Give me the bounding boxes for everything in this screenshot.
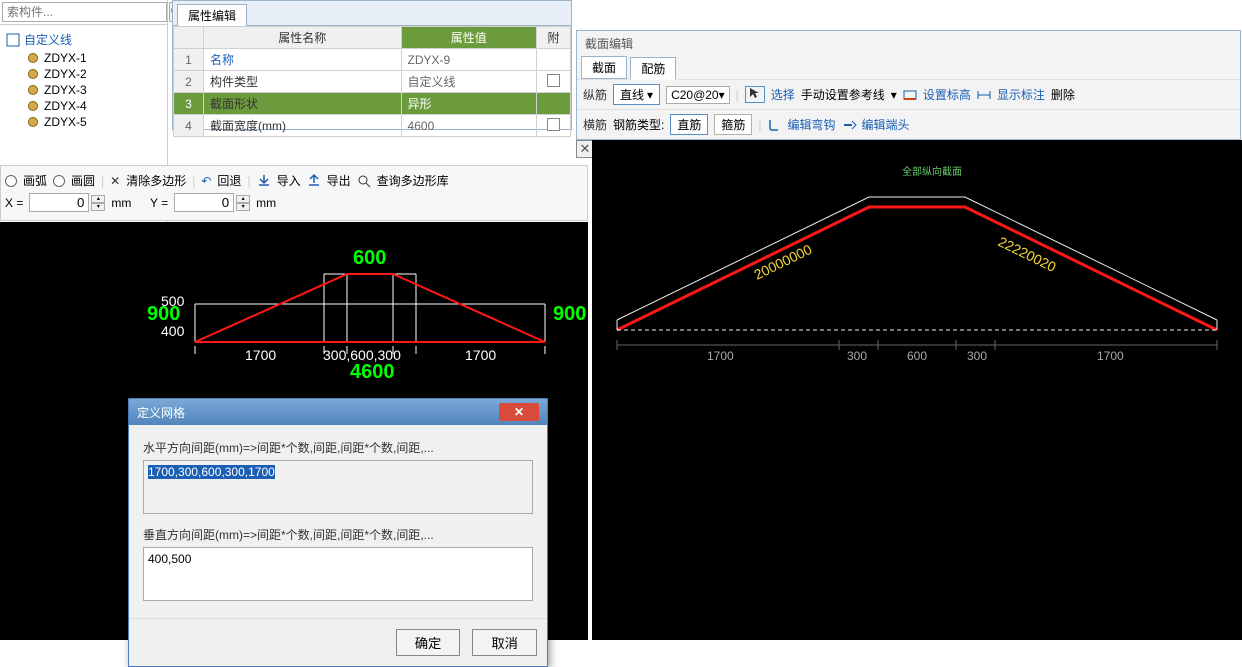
ok-button[interactable]: 确定 [396,629,461,656]
svg-text:400: 400 [161,323,185,339]
section-editor-panel: 截面编辑 截面 配筋 纵筋 直线 ▾ C20@20 ▾ | 选择 手动设置参考线… [576,30,1241,140]
search-input[interactable] [2,2,167,22]
export-button[interactable]: 导出 [327,172,351,189]
svg-text:1700: 1700 [1097,349,1124,363]
svg-text:20000000: 20000000 [751,241,814,283]
svg-text:500: 500 [161,293,185,309]
y-down[interactable]: ▾ [236,203,250,211]
property-row[interactable]: 3截面形状异形 [174,93,571,115]
horizontal-spacing-input[interactable]: 1700,300,600,300,1700 [143,460,533,514]
vertical-spacing-input[interactable] [143,547,533,601]
select-button[interactable]: 选择 [771,86,795,103]
tree-item[interactable]: ZDYX-5 [0,114,167,130]
x-up[interactable]: ▴ [91,195,105,203]
pointer-icon [745,86,765,103]
svg-text:1700: 1700 [245,347,276,363]
section-editor-title: 截面编辑 [577,31,1240,56]
tree-node-icon [28,101,38,111]
y-input[interactable] [174,193,234,212]
search-box [0,0,167,25]
line-type-button[interactable]: 直线 ▾ [613,84,660,105]
tree-node-icon [28,117,38,127]
edit-hook-button[interactable]: 编辑弯钩 [788,116,836,133]
tree-item-label: ZDYX-2 [44,67,87,81]
tree-item-label: ZDYX-4 [44,99,87,113]
tree-item-label: ZDYX-1 [44,51,87,65]
property-tab[interactable]: 属性编辑 [177,4,247,26]
svg-text:600: 600 [907,349,927,363]
property-row[interactable]: 2构件类型自定义线 [174,71,571,93]
tree-item-label: ZDYX-3 [44,83,87,97]
long-rebar-label: 纵筋 [583,86,607,103]
arc-radio[interactable] [5,175,17,187]
circle-radio[interactable] [53,175,65,187]
svg-text:22220020: 22220020 [996,233,1059,275]
x-input[interactable] [29,193,89,212]
query-icon [357,174,371,188]
undo-button[interactable]: 回退 [217,172,241,189]
property-row[interactable]: 1名称ZDYX-9 [174,49,571,71]
tree-item[interactable]: ZDYX-3 [0,82,167,98]
tree-node-icon [28,69,38,79]
tree-node-icon [28,53,38,63]
svg-text:1700: 1700 [707,349,734,363]
tab-section[interactable]: 截面 [581,56,627,79]
y-up[interactable]: ▴ [236,195,250,203]
edit-end-button[interactable]: 编辑端头 [862,116,910,133]
tree-item[interactable]: ZDYX-1 [0,50,167,66]
dim-icon [977,88,991,102]
tree-item-label: ZDYX-5 [44,115,87,129]
stirrup-button[interactable]: 箍筋 [714,114,752,135]
define-grid-dialog: 定义网格 ✕ 水平方向间距(mm)=>间距*个数,间距,间距*个数,间距,...… [128,398,548,667]
longitudinal-toolbar: 纵筋 直线 ▾ C20@20 ▾ | 选择 手动设置参考线▾ 设置标高 显示标注… [577,79,1240,109]
property-panel: 属性编辑 属性名称 属性值 附 1名称ZDYX-92构件类型自定义线3截面形状异… [172,0,572,130]
tree-root-custom-line[interactable]: 自定义线 [0,29,167,50]
straight-rebar-button[interactable]: 直筋 [670,114,708,135]
import-icon [257,174,271,188]
polyline-icon [6,33,20,47]
grade-dropdown[interactable]: C20@20 ▾ [666,86,730,104]
svg-text:900: 900 [553,303,586,325]
component-tree: 自定义线 ZDYX-1 ZDYX-2 ZDYX-3 ZDYX-4 ZDYX-5 [0,25,167,134]
end-icon [842,118,856,132]
dialog-titlebar[interactable]: 定义网格 ✕ [129,399,547,425]
polygon-toolbar: 画弧 画圆 | ✕清除多边形 | ↶回退 | 导入 导出 查询多边形库 坐标: … [0,165,588,221]
clear-poly-button[interactable]: 清除多边形 [126,172,186,189]
dialog-close-button[interactable]: ✕ [499,403,539,421]
svg-text:全部纵向截面: 全部纵向截面 [902,165,962,178]
tab-rebar[interactable]: 配筋 [630,57,676,80]
transverse-toolbar: 横筋 钢筋类型: 直筋 箍筋 | 编辑弯钩 编辑端头 [577,109,1240,139]
show-dim-button[interactable]: 显示标注 [997,86,1045,103]
svg-text:4600: 4600 [350,361,395,383]
import-button[interactable]: 导入 [277,172,301,189]
cancel-button[interactable]: 取消 [472,629,537,656]
x-down[interactable]: ▾ [91,203,105,211]
horizontal-spacing-label: 水平方向间距(mm)=>间距*个数,间距,间距*个数,间距,... [143,439,533,456]
tree-item[interactable]: ZDYX-2 [0,66,167,82]
rebar-type-label: 钢筋类型: [613,116,664,133]
tree-node-icon [28,85,38,95]
svg-text:600: 600 [353,247,386,269]
vertical-spacing-label: 垂直方向间距(mm)=>间距*个数,间距,间距*个数,间距,... [143,526,533,543]
property-table: 属性名称 属性值 附 1名称ZDYX-92构件类型自定义线3截面形状异形4截面宽… [173,26,571,137]
svg-text:300: 300 [967,349,987,363]
elev-icon [903,88,917,102]
set-elevation-button[interactable]: 设置标高 [923,86,971,103]
tree-root-label: 自定义线 [24,31,72,48]
trans-rebar-label: 横筋 [583,116,607,133]
hook-icon [768,118,782,132]
section-canvas[interactable]: 20000000 22220020 全部纵向截面 1700 300 600 30… [592,140,1242,640]
tree-item[interactable]: ZDYX-4 [0,98,167,114]
property-row[interactable]: 4截面宽度(mm)4600 [174,115,571,137]
delete-button[interactable]: 删除 [1051,86,1075,103]
dialog-title-text: 定义网格 [137,404,185,421]
manual-ref-button[interactable]: 手动设置参考线 [801,86,885,103]
col-attach: 附 [537,27,571,49]
svg-text:300: 300 [847,349,867,363]
export-icon [307,174,321,188]
svg-text:1700: 1700 [465,347,496,363]
col-attribute-value: 属性值 [401,27,536,49]
col-attribute-name: 属性名称 [204,27,402,49]
query-poly-button[interactable]: 查询多边形库 [377,172,449,189]
